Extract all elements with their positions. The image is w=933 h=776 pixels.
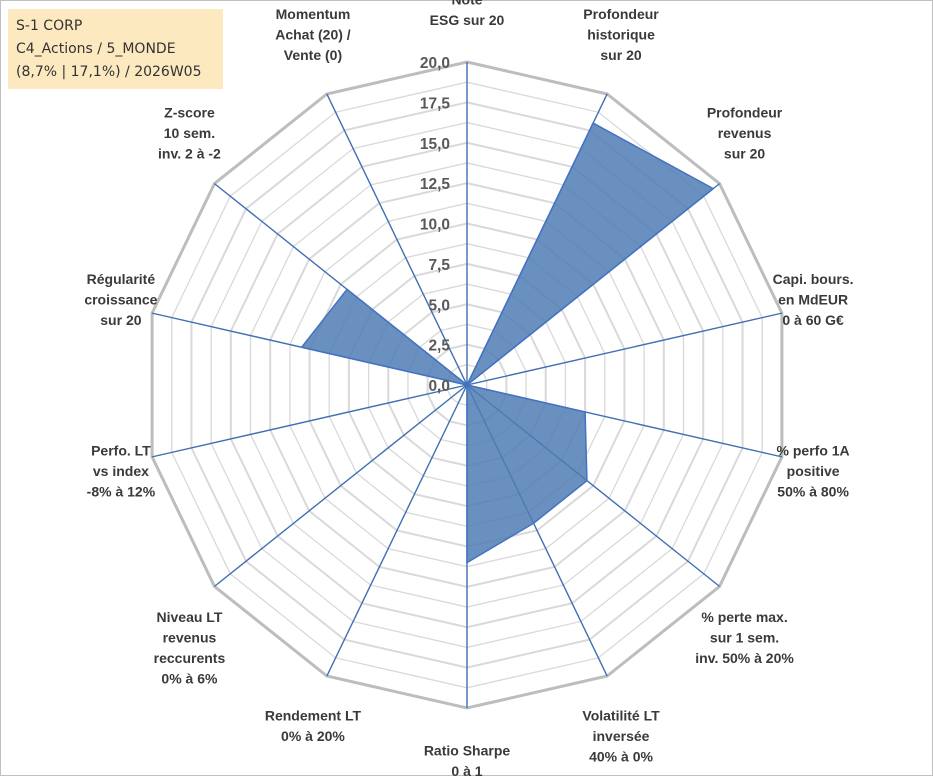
- tick-label: 5,0: [428, 297, 450, 314]
- tick-label: 10,0: [420, 217, 450, 234]
- axis-label: Volatilité LT inversée 40% à 0%: [582, 707, 660, 764]
- axis-spoke: [466, 312, 783, 386]
- info-period: (8,7% | 17,1%) / 2026W05: [16, 64, 202, 80]
- axis-label: % perfo 1A positive 50% à 80%: [777, 443, 850, 500]
- tick-label: 17,5: [420, 95, 451, 112]
- series-area: [300, 122, 714, 564]
- axis-label: Momentum Achat (20) / Vente (0): [275, 6, 351, 63]
- tick-label: 20,0: [420, 55, 450, 72]
- tick-label: 0,0: [428, 378, 450, 395]
- radar-series: [300, 122, 714, 564]
- info-box: S-1 CORP C4_Actions / 5_MONDE (8,7% | 17…: [8, 9, 223, 89]
- axis-spoke: [214, 384, 468, 587]
- axis-label: Rendement LT 0% à 20%: [265, 707, 362, 744]
- info-category: C4_Actions / 5_MONDE: [16, 41, 176, 57]
- axis-label: Profondeur historique sur 20: [583, 6, 659, 63]
- axis-spoke: [326, 384, 468, 677]
- axis-spoke: [151, 384, 468, 458]
- axis-label: Perfo. LT vs index -8% à 12%: [87, 443, 156, 500]
- axis-label: NoteESG sur 20: [430, 0, 505, 28]
- tick-label: 15,0: [420, 136, 450, 153]
- axis-label: Z-score 10 sem. inv. 2 à -2: [158, 105, 221, 162]
- tick-label: 7,5: [428, 257, 450, 274]
- axis-spoke: [326, 93, 468, 386]
- axis-label: % perte max. sur 1 sem. inv. 50% à 20%: [695, 609, 794, 666]
- radar-tick-labels: 0,0 2,5 5,0 7,5 10,0 12,5 15,0 17,5 20,0: [420, 55, 451, 395]
- axis-label: Capi. bours. en MdEUR 0 à 60 G€: [773, 271, 854, 328]
- tick-label: 2,5: [428, 338, 450, 355]
- axis-label: Régularité croissance sur 20: [84, 271, 157, 328]
- axis-label: Profondeur revenus sur 20: [707, 105, 783, 162]
- info-company: S-1 CORP: [16, 18, 83, 34]
- axis-label: Ratio Sharpe 0 à 1: [424, 743, 511, 776]
- tick-label: 12,5: [420, 176, 451, 193]
- axis-label: Niveau LT revenus reccurents 0% à 6%: [154, 609, 226, 687]
